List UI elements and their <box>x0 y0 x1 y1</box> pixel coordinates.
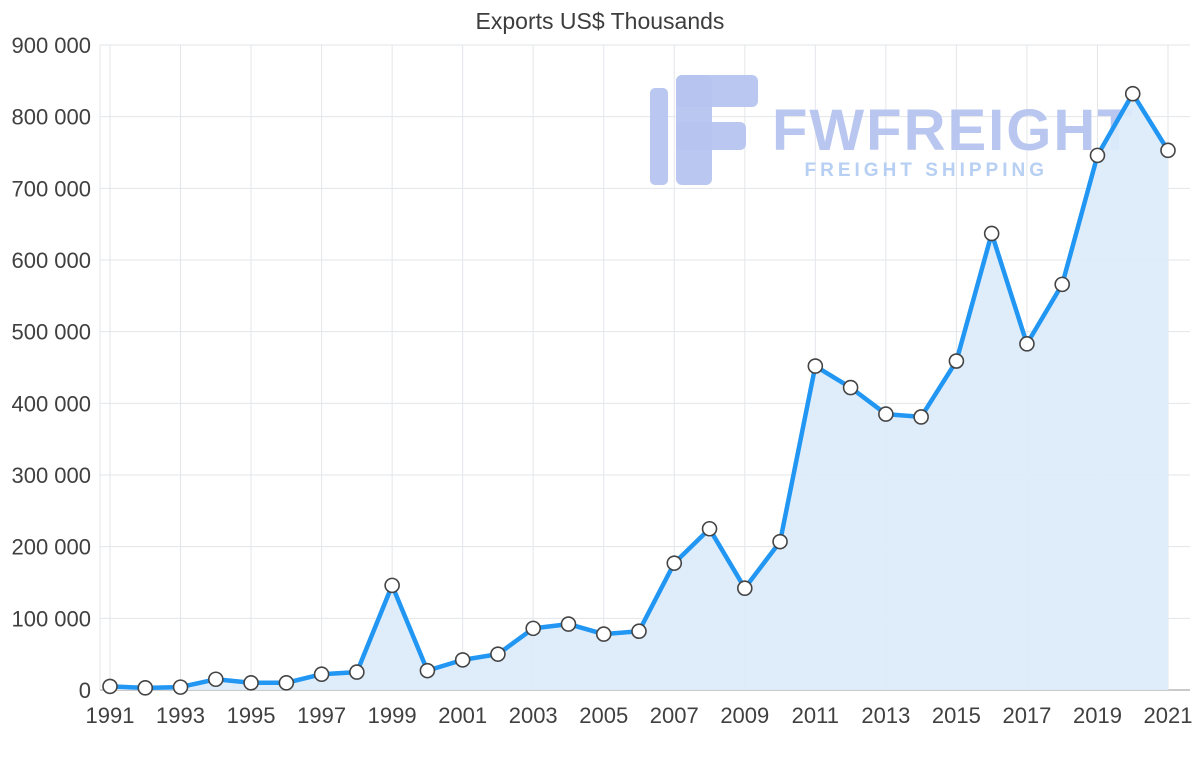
area-fill <box>110 93 1168 690</box>
data-point-2003 <box>525 620 542 637</box>
x-axis-label: 2019 <box>1073 703 1122 728</box>
data-point-2012 <box>842 379 859 396</box>
data-point-2000 <box>419 662 436 679</box>
data-point-2021 <box>1160 142 1176 159</box>
data-point-2013 <box>878 406 894 422</box>
y-axis-label: 900 000 <box>11 33 91 58</box>
data-point-1998 <box>349 664 365 680</box>
y-axis-label: 0 <box>79 678 91 703</box>
x-axis-label: 2017 <box>1002 703 1051 728</box>
data-point-2016 <box>983 225 1000 242</box>
data-point-2018 <box>1054 276 1070 293</box>
x-axis-label: 2009 <box>720 703 769 728</box>
data-point-2019 <box>1089 147 1106 164</box>
data-point-1994 <box>208 671 224 688</box>
brand-name: FWFREIGHT <box>772 98 1135 163</box>
data-point-2020 <box>1124 85 1141 102</box>
axis-labels-layer: 0 100 000 200 000 300 000 400 000 500 000 600 … <box>11 33 1192 728</box>
data-point-2005 <box>595 626 612 642</box>
data-point-1993 <box>172 679 189 695</box>
series-layer <box>102 85 1176 696</box>
data-point-1999 <box>384 577 400 594</box>
y-axis-label: 600 000 <box>11 248 91 273</box>
data-point-2011 <box>807 358 824 374</box>
x-axis-label: 2003 <box>509 703 558 728</box>
y-axis-label: 800 000 <box>11 105 91 130</box>
data-point-1992 <box>137 680 154 696</box>
x-axis-label: 2011 <box>792 703 839 728</box>
brand-logo-f-icon <box>650 75 758 185</box>
y-axis-label: 500 000 <box>11 320 91 345</box>
data-point-2004 <box>560 616 577 632</box>
data-point-2014 <box>913 409 929 425</box>
data-point-2009 <box>736 580 753 597</box>
y-axis-label: 200 000 <box>11 535 91 560</box>
x-axis-label: 1993 <box>156 703 205 728</box>
x-axis-label: 1991 <box>86 703 135 728</box>
y-axis-label: 400 000 <box>11 391 91 416</box>
x-axis-label: 1997 <box>297 703 346 728</box>
data-point-1995 <box>243 675 259 691</box>
data-point-2006 <box>631 623 647 640</box>
y-axis-label: 100 000 <box>11 606 91 631</box>
data-point-2001 <box>454 652 471 668</box>
data-point-2010 <box>772 533 788 550</box>
y-axis-label: 700 000 <box>11 176 91 201</box>
x-axis-label: 2015 <box>932 703 981 728</box>
data-point-2017 <box>1019 336 1035 352</box>
x-axis-label: 2021 <box>1144 703 1193 728</box>
data-point-1996 <box>278 675 295 691</box>
data-point-2008 <box>701 520 718 537</box>
x-axis-label: 1999 <box>368 703 417 728</box>
x-axis-label: 1995 <box>227 703 276 728</box>
data-point-1997 <box>313 666 330 683</box>
data-point-2002 <box>490 646 506 662</box>
y-axis-label: 300 000 <box>11 463 91 488</box>
data-point-2015 <box>948 353 965 369</box>
data-point-2007 <box>666 555 683 571</box>
x-axis-label: 2001 <box>438 703 487 728</box>
x-axis-label: 2013 <box>861 703 910 728</box>
watermark: FWFREIGHT FREIGHT SHIPPING <box>650 75 1135 185</box>
x-axis-label: 2005 <box>579 703 628 728</box>
brand-tagline: FREIGHT SHIPPING <box>805 160 1048 181</box>
x-axis-label: 2007 <box>650 703 699 728</box>
chart-title: Exports US$ Thousands <box>475 8 725 34</box>
data-point-1991 <box>102 678 118 695</box>
